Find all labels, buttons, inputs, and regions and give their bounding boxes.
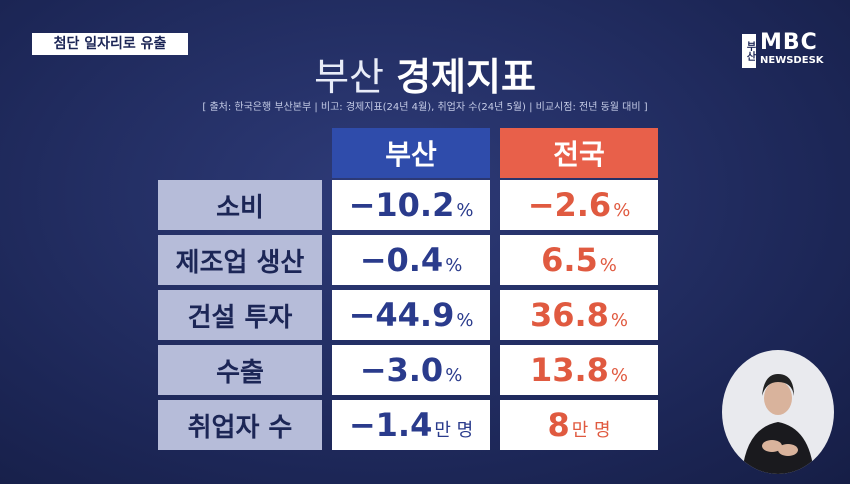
row-label: 수출	[158, 345, 322, 395]
busan-value: −3.0%	[332, 345, 490, 395]
busan-unit: %	[445, 365, 463, 386]
national-value: 6.5%	[500, 235, 658, 285]
busan-value: −10.2%	[332, 180, 490, 230]
national-value: −2.6%	[500, 180, 658, 230]
sign-language-interpreter	[722, 350, 834, 474]
national-unit: 만 명	[571, 420, 611, 441]
busan-unit: %	[456, 310, 474, 331]
logo-sub: NEWSDESK	[760, 55, 824, 66]
header-busan: 부산	[332, 128, 490, 178]
national-unit: %	[610, 365, 629, 386]
national-number: 6.5	[541, 241, 598, 279]
national-number: 8	[547, 406, 570, 444]
national-number: 36.8	[529, 296, 609, 334]
title-region: 부산	[314, 55, 384, 99]
interpreter-figure	[742, 374, 814, 474]
row-label: 취업자 수	[158, 400, 322, 450]
busan-number: −1.4	[348, 406, 433, 444]
busan-unit: %	[456, 200, 474, 221]
row-label: 소비	[158, 180, 322, 230]
logo-region: 부산	[742, 34, 756, 68]
busan-number: −10.2	[348, 186, 455, 224]
national-number: −2.6	[527, 186, 612, 224]
title-main: 경제지표	[396, 55, 536, 99]
national-number: 13.8	[529, 351, 609, 389]
logo-main: MBC	[760, 30, 818, 55]
news-tag: 첨단 일자리로 유출	[32, 33, 188, 55]
national-value: 13.8%	[500, 345, 658, 395]
national-unit: %	[613, 200, 631, 221]
row-label: 건설 투자	[158, 290, 322, 340]
busan-number: −3.0	[359, 351, 444, 389]
busan-unit: 만 명	[434, 420, 474, 441]
busan-number: −0.4	[359, 241, 444, 279]
header-national: 전국	[500, 128, 658, 178]
title: 부산 경제지표	[0, 46, 850, 101]
busan-number: −44.9	[348, 296, 455, 334]
busan-value: −1.4 만 명	[332, 400, 490, 450]
national-unit: %	[599, 255, 617, 276]
source: [ 출처: 한국은행 부산본부 | 비고: 경제지표(24년 4월), 취업자 …	[202, 102, 648, 113]
busan-unit: %	[445, 255, 463, 276]
national-value: 36.8%	[500, 290, 658, 340]
busan-value: −0.4%	[332, 235, 490, 285]
row-label: 제조업 생산	[158, 235, 322, 285]
national-unit: %	[610, 310, 629, 331]
busan-value: −44.9%	[332, 290, 490, 340]
